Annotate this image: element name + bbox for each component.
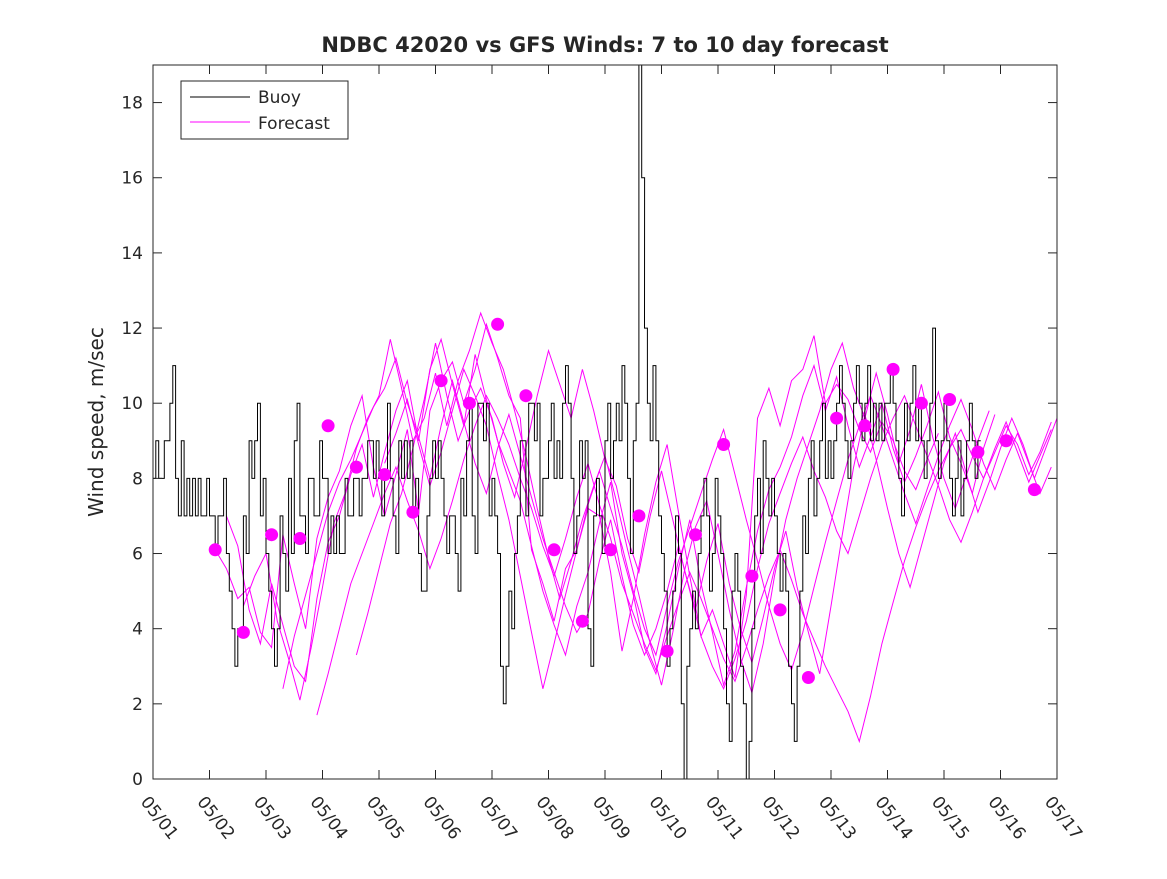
forecast-marker xyxy=(943,393,957,406)
legend-box xyxy=(180,80,349,140)
y-tick-label: 14 xyxy=(121,244,143,264)
forecast-marker xyxy=(660,644,674,658)
forecast-marker xyxy=(406,505,420,519)
forecast-marker xyxy=(717,438,731,451)
legend-buoy-label: Buoy xyxy=(258,88,301,108)
y-tick-label: 2 xyxy=(132,695,143,715)
y-tick-label: 16 xyxy=(121,169,143,189)
buoy-series-line xyxy=(153,64,981,780)
chart-title: NDBC 42020 vs GFS Winds: 7 to 10 day for… xyxy=(321,33,888,57)
y-tick-label: 10 xyxy=(121,394,143,414)
forecast-marker xyxy=(378,468,392,482)
y-tick-label: 8 xyxy=(132,469,143,489)
forecast-marker xyxy=(236,625,250,639)
forecast-marker xyxy=(1027,483,1041,497)
forecast-marker xyxy=(632,509,646,523)
forecast-marker xyxy=(858,419,872,433)
forecast-marker xyxy=(349,460,363,474)
legend-forecast-label: Forecast xyxy=(258,114,330,134)
forecast-marker xyxy=(773,603,787,617)
y-tick-label: 12 xyxy=(121,319,143,339)
forecast-marker xyxy=(914,396,928,410)
marks-layer xyxy=(153,64,1058,780)
forecast-marker xyxy=(575,614,589,628)
forecast-marker xyxy=(971,445,985,459)
y-axis-label: Wind speed, m/sec xyxy=(84,327,108,517)
forecast-marker xyxy=(321,419,335,433)
forecast-marker xyxy=(604,543,618,557)
legend: Buoy Forecast xyxy=(180,80,349,140)
forecast-marker xyxy=(265,528,279,542)
forecast-marker xyxy=(491,317,505,331)
forecast-marker xyxy=(208,543,222,557)
forecast-marker xyxy=(688,528,702,542)
forecast-marker xyxy=(462,396,476,410)
forecast-marker xyxy=(830,411,844,425)
forecast-run-line-5 xyxy=(316,394,1052,744)
forecast-marker xyxy=(434,374,448,388)
forecast-marker xyxy=(519,389,533,403)
y-tick-label: 4 xyxy=(132,620,143,640)
plot-area xyxy=(153,65,1057,779)
forecast-marker xyxy=(999,434,1013,448)
forecast-marker xyxy=(547,543,561,557)
forecast-marker xyxy=(886,362,900,376)
forecast-marker xyxy=(745,569,759,583)
y-tick-label: 0 xyxy=(132,770,143,790)
y-tick-label: 6 xyxy=(132,545,143,565)
y-tick-label: 18 xyxy=(121,94,143,114)
forecast-marker xyxy=(801,671,815,684)
forecast-marker xyxy=(293,532,307,545)
